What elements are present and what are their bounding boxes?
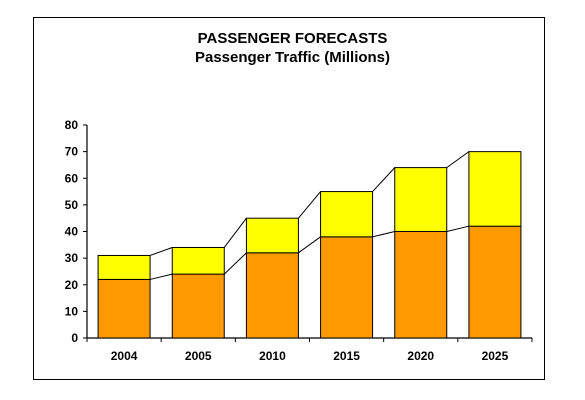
bar-segment-1 (320, 236, 374, 339)
bar-segment-1 (468, 225, 522, 339)
x-tick-label: 2004 (111, 349, 138, 363)
y-tick-label: 80 (65, 118, 79, 132)
y-tick-label: 60 (65, 171, 79, 185)
bar-segment-2 (394, 167, 448, 233)
series-line-2 (298, 191, 321, 219)
chart-subtitle: Passenger Traffic (Millions) (194, 49, 391, 66)
bar-segment-2 (97, 254, 151, 280)
bar-segment-1 (171, 273, 225, 339)
bar-segment-1 (394, 231, 448, 339)
y-tick-label: 10 (65, 304, 79, 318)
series-line-1 (298, 236, 321, 254)
y-tick-label: 0 (71, 331, 78, 345)
series-line-1 (223, 252, 247, 275)
series-line-1 (372, 231, 395, 238)
bar-segment-2 (171, 246, 225, 275)
series-line-2 (372, 167, 396, 192)
x-tick-label: 2015 (333, 349, 360, 363)
bar-segment-1 (245, 252, 299, 339)
y-tick-label: 30 (65, 251, 79, 265)
x-tick-label: 2010 (259, 349, 286, 363)
x-tick-label: 2025 (482, 349, 509, 363)
bar-segment-2 (468, 151, 522, 227)
bar-segment-1 (97, 278, 151, 339)
x-tick-label: 2005 (185, 349, 212, 363)
series-line-2 (446, 151, 470, 169)
y-tick-label: 20 (65, 278, 79, 292)
bar-segment-2 (320, 191, 374, 238)
series-line-2 (223, 217, 247, 248)
series-line-1 (446, 225, 470, 232)
y-tick-label: 40 (65, 225, 79, 239)
series-line-1 (149, 273, 173, 280)
series-line-2 (149, 247, 173, 256)
x-tick-label: 2020 (407, 349, 434, 363)
y-tick-label: 50 (65, 198, 79, 212)
y-tick-label: 70 (65, 145, 79, 159)
chart-title: PASSENGER FORECASTS (197, 30, 388, 47)
bar-segment-2 (245, 217, 299, 254)
